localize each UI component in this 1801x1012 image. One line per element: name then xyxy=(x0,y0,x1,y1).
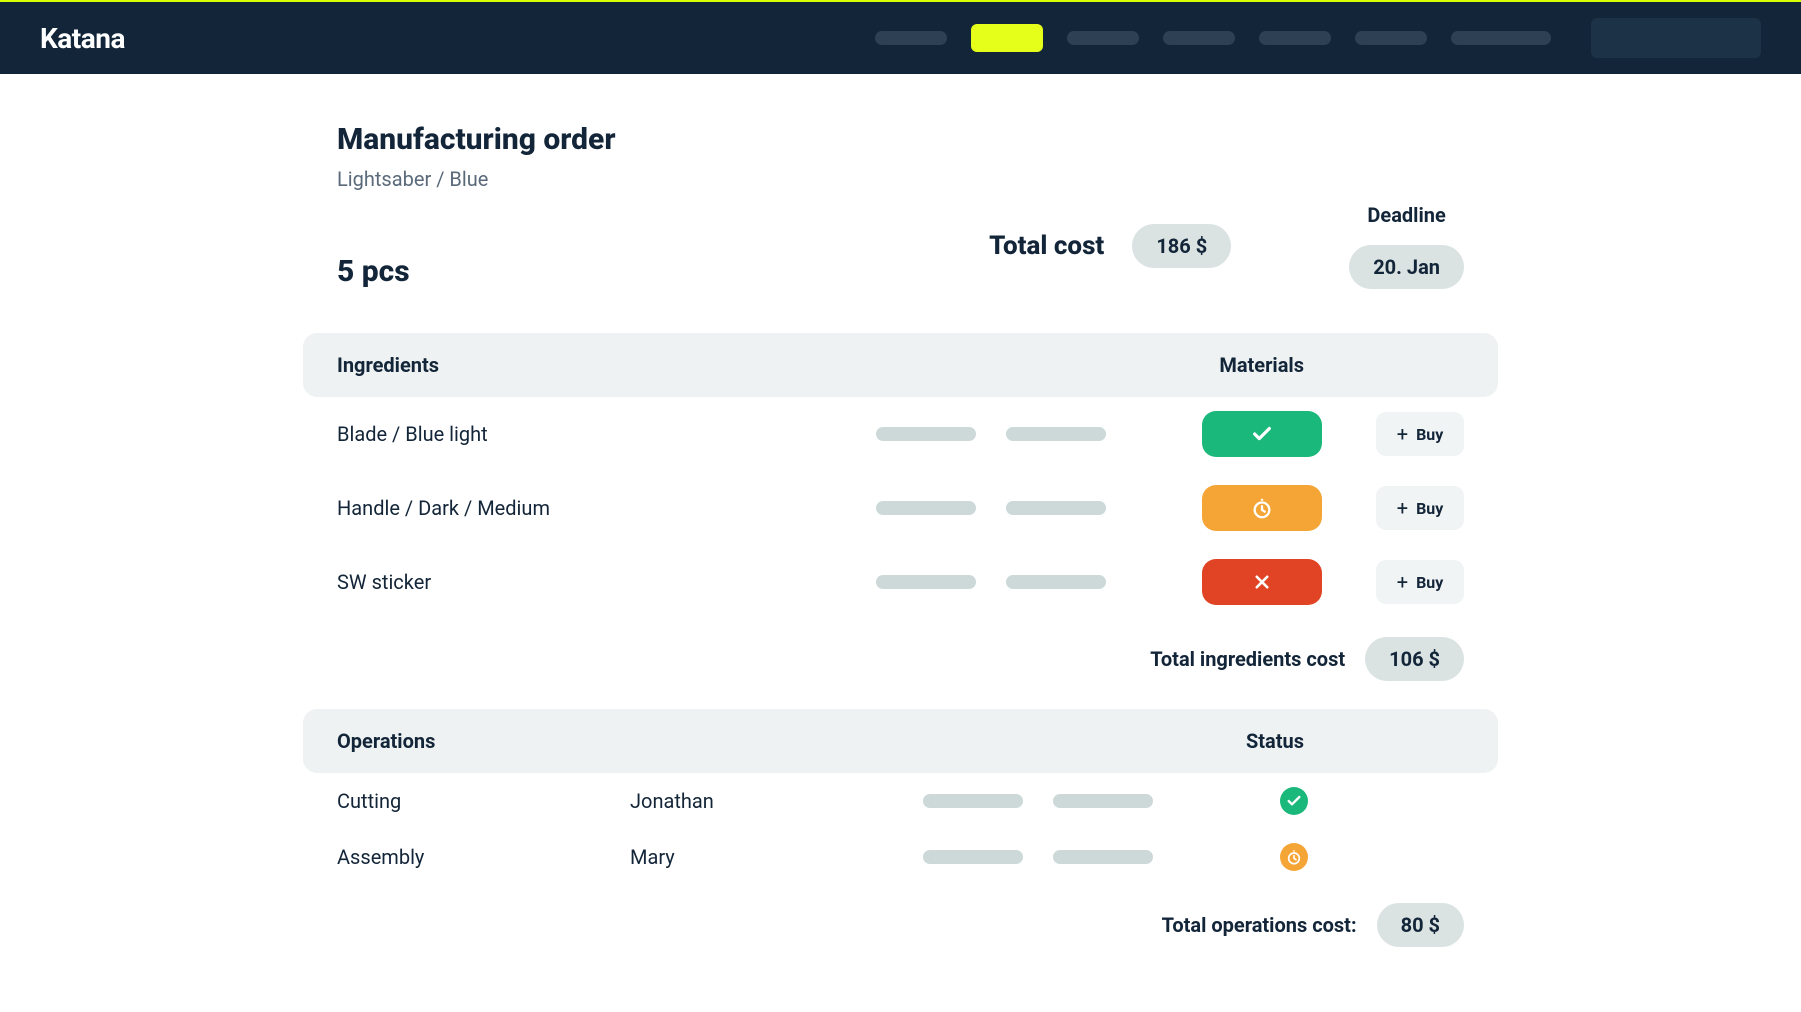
check-icon xyxy=(1286,793,1302,809)
ingredient-name: Blade / Blue light xyxy=(337,422,612,446)
placeholder-group xyxy=(923,794,1153,808)
order-meta-right: Total cost 186 $ Deadline 20. Jan xyxy=(989,203,1464,289)
operation-name: Assembly xyxy=(337,845,612,869)
app-header: Katana xyxy=(0,2,1801,74)
order-header: Manufacturing order Lightsaber / Blue 5 … xyxy=(303,122,1498,317)
buy-label: Buy xyxy=(1416,499,1443,518)
buy-label: Buy xyxy=(1416,425,1443,444)
buy-button[interactable]: + Buy xyxy=(1376,486,1464,530)
ingredients-label: Ingredients xyxy=(337,353,439,377)
nav-item-7[interactable] xyxy=(1451,31,1551,45)
order-quantity: 5 pcs xyxy=(337,254,410,289)
buy-button[interactable]: + Buy xyxy=(1376,412,1464,456)
ingredient-row: Blade / Blue light + Buy xyxy=(303,397,1498,471)
nav-item-1[interactable] xyxy=(875,31,947,45)
op-status-col xyxy=(1171,787,1416,815)
status-badge-missing[interactable] xyxy=(1202,559,1322,605)
placeholder-group xyxy=(876,575,1106,589)
status-badge-pending[interactable] xyxy=(1202,485,1322,531)
ingredients-subtotal-value: 106 $ xyxy=(1365,637,1464,681)
order-subtitle: Lightsaber / Blue xyxy=(337,167,1464,191)
check-icon xyxy=(1251,423,1273,445)
ingredients-subtotal: Total ingredients cost 106 $ xyxy=(303,619,1498,693)
plus-icon: + xyxy=(1397,572,1408,592)
materials-col-label: Materials xyxy=(1219,353,1304,377)
placeholder xyxy=(1006,427,1106,441)
operation-name: Cutting xyxy=(337,789,612,813)
logo: Katana xyxy=(40,22,125,55)
placeholder xyxy=(876,575,976,589)
status-circle-pending[interactable] xyxy=(1280,843,1308,871)
ingredient-row: SW sticker + Buy xyxy=(303,545,1498,619)
ingredient-name: Handle / Dark / Medium xyxy=(337,496,612,520)
operations-subtotal-label: Total operations cost: xyxy=(1162,913,1357,937)
placeholder-group xyxy=(876,501,1106,515)
ingredients-header: Ingredients Materials xyxy=(303,333,1498,397)
operation-row: Assembly Mary xyxy=(303,829,1498,885)
placeholder xyxy=(876,501,976,515)
nav-item-3[interactable] xyxy=(1067,31,1139,45)
plus-icon: + xyxy=(1397,424,1408,444)
plus-icon: + xyxy=(1397,498,1408,518)
placeholder xyxy=(923,794,1023,808)
op-status-col xyxy=(1171,843,1416,871)
ingredient-name: SW sticker xyxy=(337,570,612,594)
operation-assignee: Jonathan xyxy=(630,789,905,813)
order-meta: 5 pcs Total cost 186 $ Deadline 20. Jan xyxy=(337,203,1464,289)
main-container: Manufacturing order Lightsaber / Blue 5 … xyxy=(303,74,1498,1007)
nav-item-5[interactable] xyxy=(1259,31,1331,45)
operation-assignee: Mary xyxy=(630,845,905,869)
nav-item-4[interactable] xyxy=(1163,31,1235,45)
deadline-value[interactable]: 20. Jan xyxy=(1349,245,1464,289)
deadline-label: Deadline xyxy=(1367,203,1445,227)
operations-subtotal: Total operations cost: 80 $ xyxy=(303,885,1498,959)
placeholder xyxy=(1053,850,1153,864)
total-cost-label: Total cost xyxy=(989,231,1104,261)
placeholder xyxy=(1006,501,1106,515)
operations-header: Operations Status xyxy=(303,709,1498,773)
nav xyxy=(875,24,1551,52)
nav-item-2-active[interactable] xyxy=(971,24,1043,52)
status-circle-ok[interactable] xyxy=(1280,787,1308,815)
deadline-block: Deadline 20. Jan xyxy=(1349,203,1464,289)
operations-subtotal-value: 80 $ xyxy=(1377,903,1464,947)
ingredient-row: Handle / Dark / Medium + Buy xyxy=(303,471,1498,545)
status-badge-ok[interactable] xyxy=(1202,411,1322,457)
page-title: Manufacturing order xyxy=(337,122,1464,157)
placeholder xyxy=(1053,794,1153,808)
buy-label: Buy xyxy=(1416,573,1443,592)
operations-label: Operations xyxy=(337,729,435,753)
ingredients-subtotal-label: Total ingredients cost xyxy=(1150,647,1345,671)
nav-item-6[interactable] xyxy=(1355,31,1427,45)
search-box[interactable] xyxy=(1591,18,1761,58)
status-col-label: Status xyxy=(1246,729,1304,753)
placeholder-group xyxy=(923,850,1153,864)
placeholder-group xyxy=(876,427,1106,441)
placeholder xyxy=(876,427,976,441)
placeholder xyxy=(1006,575,1106,589)
clock-icon xyxy=(1286,849,1302,865)
close-icon xyxy=(1253,573,1271,591)
total-cost-value: 186 $ xyxy=(1132,224,1231,268)
clock-icon xyxy=(1251,497,1273,519)
placeholder xyxy=(923,850,1023,864)
buy-button[interactable]: + Buy xyxy=(1376,560,1464,604)
operation-row: Cutting Jonathan xyxy=(303,773,1498,829)
